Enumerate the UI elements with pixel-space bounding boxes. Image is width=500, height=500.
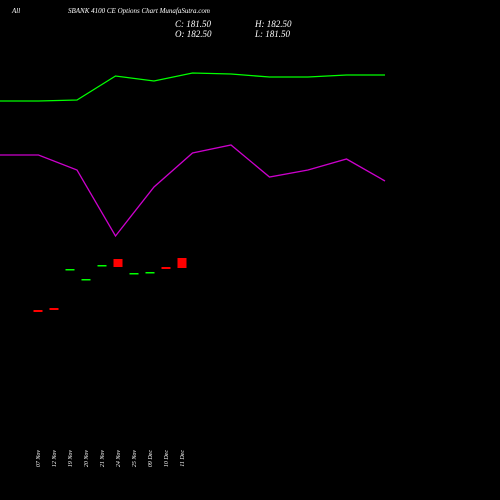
candle-body <box>145 272 155 274</box>
x-tick-label: 11 Dec <box>180 450 186 467</box>
candle-body <box>113 259 123 267</box>
stat-close: C: 181.50 <box>175 19 212 29</box>
candle-body <box>177 258 187 268</box>
x-tick-label: 21 Nov <box>100 450 106 468</box>
candle-body <box>49 308 59 310</box>
x-tick-label: 07 Nov <box>36 450 42 468</box>
x-tick-label: 25 Nov <box>132 450 138 468</box>
candle-body <box>33 310 43 312</box>
candle-body <box>161 267 171 269</box>
candle-body <box>65 269 75 271</box>
candle-body <box>129 273 139 275</box>
symbol: All <box>11 7 20 15</box>
x-tick-label: 20 Nov <box>84 450 90 468</box>
candle-body <box>97 265 107 267</box>
x-tick-label: 09 Dec <box>148 450 154 467</box>
stat-high: H: 182.50 <box>254 19 292 29</box>
x-tick-label: 10 Dec <box>164 450 170 467</box>
stat-open: O: 182.50 <box>175 29 212 39</box>
candle-body <box>81 279 91 281</box>
indicator-line <box>0 144 386 238</box>
chart-title: SBANK 4100 CE Options Chart MunafaSutra.… <box>68 7 210 15</box>
x-tick-label: 24 Nov <box>115 450 122 468</box>
stat-low: L: 181.50 <box>254 29 291 39</box>
x-tick-label: 12 Nov <box>52 450 58 468</box>
indicator-line <box>0 72 385 102</box>
x-tick-label: 19 Nov <box>68 450 74 468</box>
